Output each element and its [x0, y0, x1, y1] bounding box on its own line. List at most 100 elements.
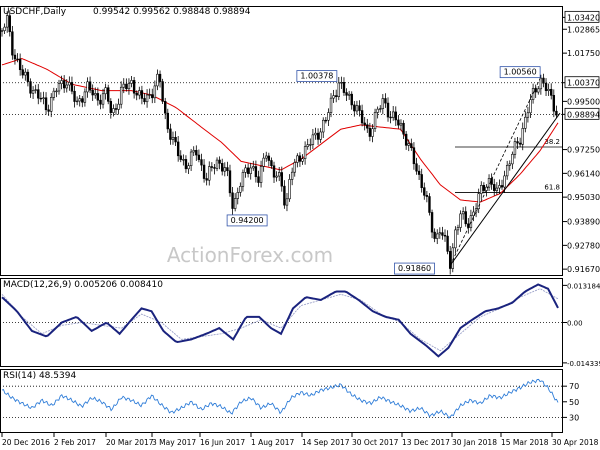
candle-body — [109, 101, 113, 113]
annotation-label: 0.94200 — [231, 216, 264, 225]
candle-body — [329, 97, 333, 113]
rsi-y-tick-label: 50 — [569, 398, 579, 407]
price-y-tick-label: 1.00370 — [567, 79, 600, 88]
macd-line — [1, 283, 559, 358]
candle-body — [482, 185, 486, 191]
candle-body — [477, 193, 480, 210]
candle-body — [241, 172, 245, 187]
candle-body — [151, 94, 154, 99]
candle-body — [257, 176, 260, 183]
candle-body — [371, 128, 374, 137]
candle-body — [174, 136, 177, 143]
rsi-line — [1, 378, 559, 419]
candle-body — [358, 105, 361, 111]
rsi-y-tick-label: 30 — [569, 413, 579, 422]
macd-signal-line — [1, 288, 559, 352]
price-y-tick-box — [564, 10, 600, 23]
candle-body — [231, 192, 234, 209]
price-candles — [0, 10, 558, 275]
price-y-tick-box — [564, 76, 600, 89]
candle-body — [353, 104, 356, 112]
candle-body — [83, 91, 87, 103]
candle-body — [148, 94, 151, 96]
macd-panel-label: MACD(12,26,9) 0.005206 0.008410 — [3, 280, 163, 290]
fib-level-label: 38.2 — [544, 138, 560, 146]
macd-y-tick-label: 0.00 — [567, 320, 583, 328]
candle-body — [555, 110, 558, 116]
annotation-label: 1.00560 — [504, 68, 537, 77]
candle-body — [430, 212, 434, 233]
candle-body — [290, 171, 294, 180]
candle-body — [127, 83, 131, 90]
candle-body — [182, 159, 185, 161]
price-panel — [0, 6, 563, 276]
candle-body — [44, 97, 48, 111]
candle-body — [226, 167, 229, 172]
candle-body — [208, 166, 211, 181]
macd-y-axis: 0.013184 0.00 -0.014339 — [563, 282, 600, 368]
candle-body — [389, 116, 392, 119]
candle-body — [270, 160, 273, 167]
candle-body — [500, 185, 504, 188]
candle-body — [454, 229, 457, 249]
candle-body — [86, 81, 89, 93]
candle-body — [547, 88, 550, 92]
candle-body — [195, 149, 198, 156]
candle-body — [130, 80, 133, 84]
candle-body — [428, 196, 431, 213]
candle-body — [503, 175, 506, 188]
candle-body — [158, 73, 162, 82]
candle-body — [265, 155, 268, 159]
candle-body — [171, 136, 175, 140]
price-y-tick-label: 1.03420 — [567, 13, 600, 22]
candle-body — [16, 58, 19, 61]
price-annotations: 1.00378 1.00560 0.94200 0.91860 — [226, 66, 541, 275]
candle-body — [101, 93, 105, 105]
candle-body — [0, 30, 4, 32]
candle-body — [114, 108, 118, 110]
candle-body — [461, 211, 465, 215]
candle-body — [464, 211, 467, 225]
candle-body — [493, 184, 496, 191]
x-axis-label: 30 Apr 2018 — [552, 438, 599, 447]
price-panel-label: USDCHF,Daily — [3, 7, 67, 17]
price-y-tick-label: 0.95030 — [567, 193, 600, 202]
candle-body — [117, 103, 120, 110]
candle-body — [324, 119, 328, 122]
candle-body — [26, 71, 30, 82]
candle-body — [480, 185, 483, 194]
candle-body — [511, 153, 514, 165]
annotation-box — [226, 214, 268, 227]
candle-body — [252, 166, 255, 169]
price-y-axis: 1.03420 1.02865 1.01750 1.00370 0.99500 0.988… — [563, 10, 600, 274]
candle-body — [244, 167, 247, 173]
x-axis-label: 2 Feb 2017 — [54, 438, 96, 447]
price-levels — [0, 82, 563, 115]
candle-body — [200, 159, 203, 166]
candle-body — [296, 155, 299, 163]
candle-body — [366, 124, 369, 129]
candle-body — [303, 146, 307, 159]
candle-body — [407, 143, 410, 146]
candle-body — [394, 111, 397, 121]
candle-body — [337, 82, 340, 97]
candle-body — [34, 89, 37, 91]
candle-body — [334, 95, 338, 97]
candle-body — [122, 83, 125, 88]
candle-body — [283, 185, 286, 206]
price-y-tick-label: 0.99500 — [567, 97, 600, 106]
candle-body — [537, 88, 540, 93]
sma-line — [1, 57, 559, 203]
annotation-label: 0.91860 — [398, 264, 431, 273]
candle-body — [78, 98, 81, 102]
price-y-tick-label: 0.98894 — [567, 110, 600, 119]
candle-body — [259, 166, 263, 183]
candle-body — [397, 119, 400, 126]
candle-body — [107, 87, 110, 102]
candle-body — [472, 211, 475, 217]
x-axis-label: 20 Mar 2017 — [106, 438, 154, 447]
rsi-levels — [0, 385, 563, 418]
candle-body — [316, 132, 320, 140]
macd-y-tick-label: 0.013184 — [567, 282, 600, 290]
candle-body — [31, 90, 35, 94]
